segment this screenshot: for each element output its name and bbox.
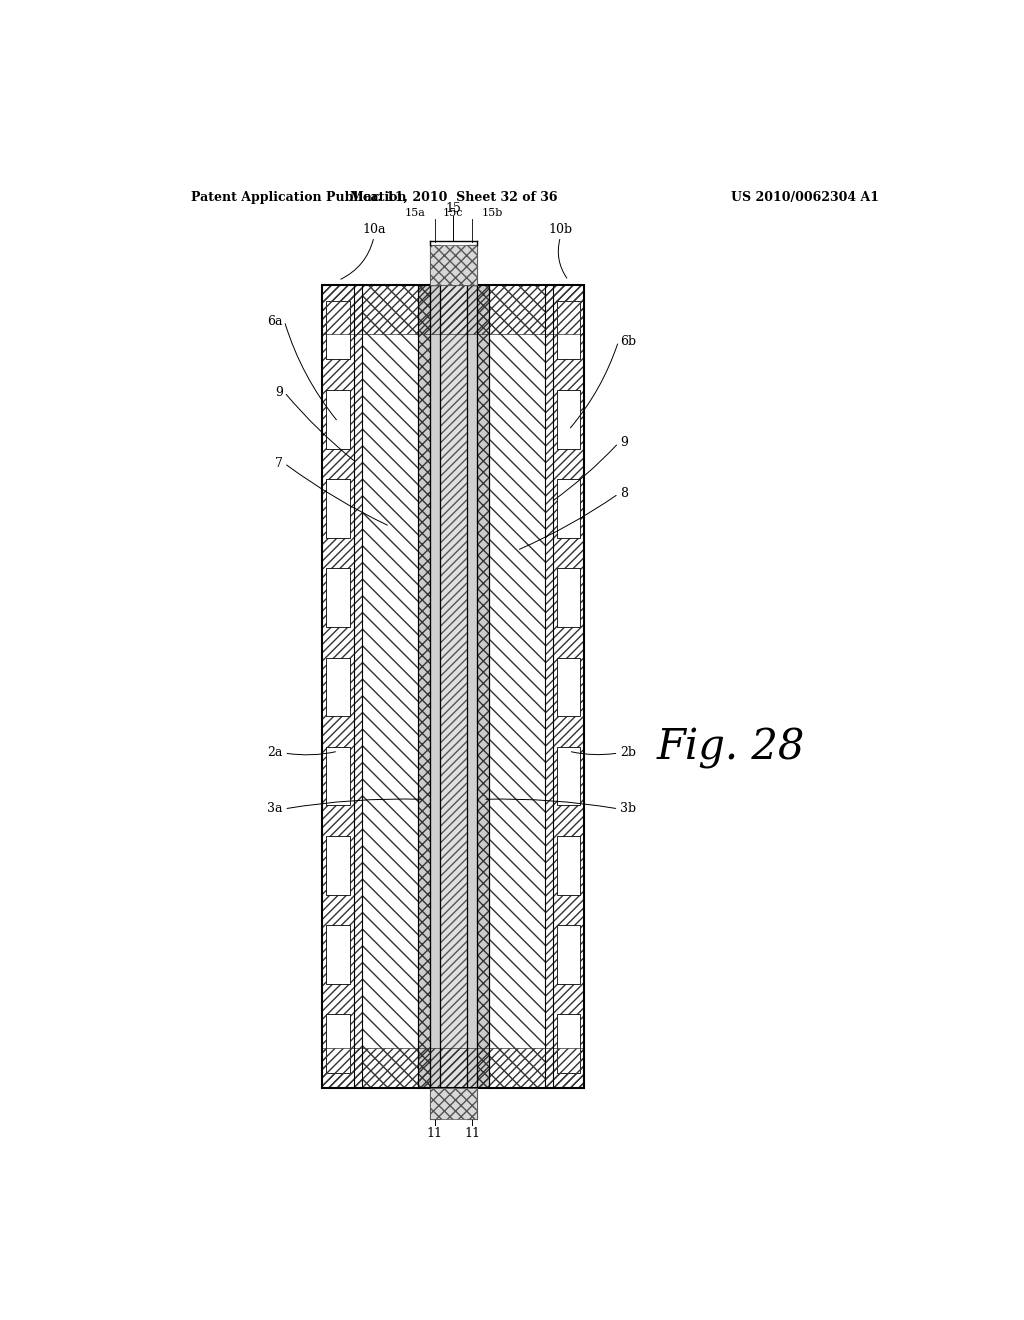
- Bar: [489, 285, 545, 1089]
- Bar: [323, 285, 585, 334]
- Bar: [327, 747, 350, 805]
- Bar: [467, 244, 477, 285]
- Text: Fig. 28: Fig. 28: [657, 727, 805, 770]
- Bar: [557, 925, 581, 983]
- Bar: [327, 1015, 350, 1073]
- Bar: [327, 925, 350, 983]
- Bar: [327, 657, 350, 717]
- Bar: [327, 569, 350, 627]
- Bar: [327, 479, 350, 537]
- Bar: [430, 1089, 440, 1119]
- Text: US 2010/0062304 A1: US 2010/0062304 A1: [731, 190, 880, 203]
- Bar: [323, 285, 354, 1089]
- Text: 10b: 10b: [549, 223, 572, 236]
- Text: 15: 15: [445, 202, 462, 215]
- Text: 3a: 3a: [267, 803, 283, 816]
- Text: Patent Application Publication: Patent Application Publication: [191, 190, 407, 203]
- Bar: [418, 285, 430, 1089]
- Text: 15b: 15b: [481, 209, 503, 218]
- Bar: [467, 1089, 477, 1119]
- Text: 10a: 10a: [362, 223, 386, 236]
- Text: 7: 7: [274, 457, 283, 470]
- Bar: [430, 244, 477, 285]
- Bar: [467, 285, 477, 1089]
- Bar: [557, 301, 581, 359]
- Bar: [354, 285, 362, 1089]
- Bar: [327, 301, 350, 359]
- Text: 9: 9: [620, 437, 628, 450]
- Text: 2b: 2b: [620, 747, 636, 759]
- Bar: [327, 836, 350, 895]
- Bar: [430, 1089, 477, 1119]
- Text: 8: 8: [620, 487, 628, 500]
- Text: Mar. 11, 2010  Sheet 32 of 36: Mar. 11, 2010 Sheet 32 of 36: [349, 190, 557, 203]
- Bar: [323, 285, 585, 1089]
- Bar: [545, 285, 553, 1089]
- Text: 15a: 15a: [404, 209, 426, 218]
- Bar: [557, 569, 581, 627]
- Text: 11: 11: [427, 1127, 442, 1140]
- Bar: [557, 747, 581, 805]
- Bar: [440, 285, 467, 1089]
- Bar: [323, 1048, 585, 1089]
- Bar: [557, 479, 581, 537]
- Text: 2a: 2a: [267, 747, 283, 759]
- Bar: [362, 285, 418, 1089]
- Text: 11: 11: [464, 1127, 480, 1140]
- Text: 9: 9: [274, 385, 283, 399]
- Bar: [557, 389, 581, 449]
- Bar: [557, 1015, 581, 1073]
- Bar: [430, 285, 440, 1089]
- Bar: [477, 285, 489, 1089]
- Bar: [327, 389, 350, 449]
- Text: 15c: 15c: [443, 209, 464, 218]
- Text: 3b: 3b: [620, 803, 636, 816]
- Text: 6a: 6a: [267, 314, 283, 327]
- Bar: [557, 836, 581, 895]
- Bar: [553, 285, 585, 1089]
- Text: 6b: 6b: [620, 335, 636, 348]
- Bar: [557, 657, 581, 717]
- Bar: [430, 244, 440, 285]
